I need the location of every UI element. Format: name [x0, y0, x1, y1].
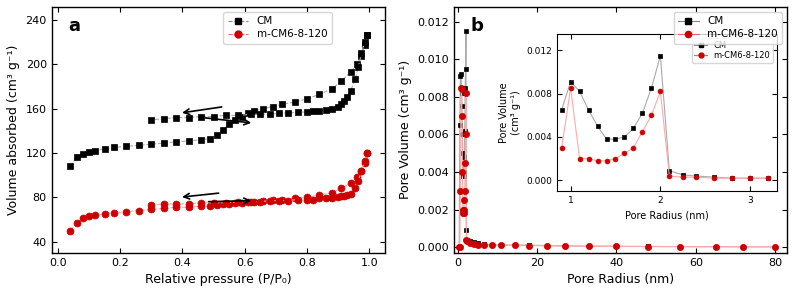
Legend: CM, m-CM6-8-120: CM, m-CM6-8-120 — [223, 12, 332, 44]
X-axis label: Relative pressure (P/P₀): Relative pressure (P/P₀) — [145, 273, 291, 286]
Text: a: a — [68, 17, 80, 35]
X-axis label: Pore Radius (nm): Pore Radius (nm) — [567, 273, 674, 286]
Legend: CM, m-CM6-8-120: CM, m-CM6-8-120 — [674, 12, 782, 44]
Y-axis label: Pore Volume (cm³ g⁻¹): Pore Volume (cm³ g⁻¹) — [399, 60, 412, 199]
Text: b: b — [471, 17, 484, 35]
Y-axis label: Volume absorbed (cm³ g⁻¹): Volume absorbed (cm³ g⁻¹) — [7, 45, 20, 215]
